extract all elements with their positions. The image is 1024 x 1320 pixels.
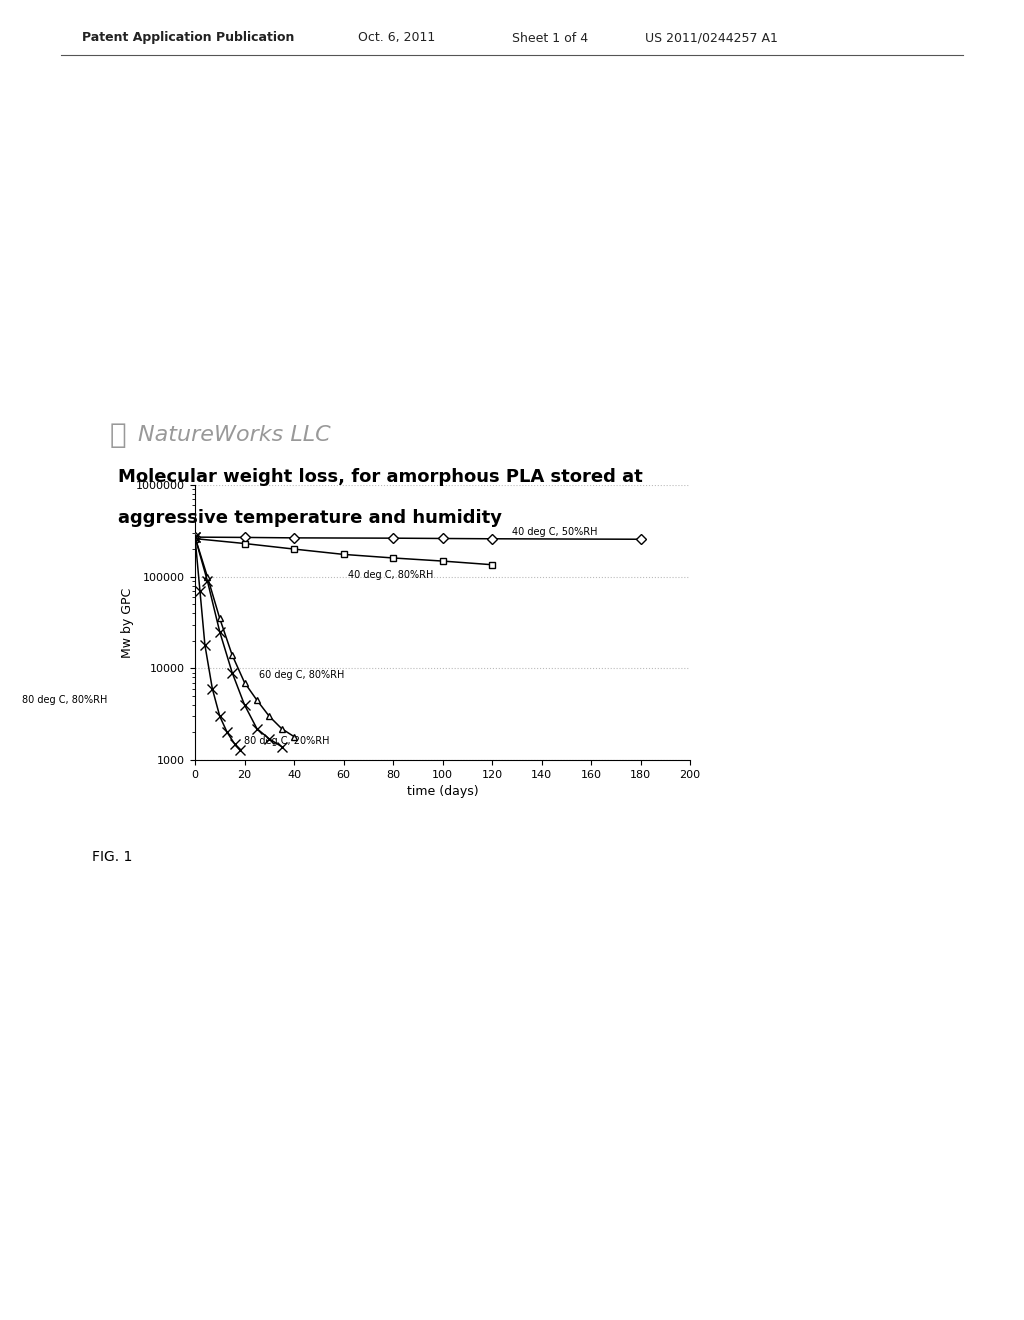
Text: 80 deg C, 80%RH: 80 deg C, 80%RH xyxy=(22,696,108,705)
Text: 40 deg C, 50%RH: 40 deg C, 50%RH xyxy=(512,527,597,537)
Text: Molecular weight loss, for amorphous PLA stored at: Molecular weight loss, for amorphous PLA… xyxy=(118,469,642,486)
Text: Ⓝ: Ⓝ xyxy=(110,421,126,449)
Text: aggressive temperature and humidity: aggressive temperature and humidity xyxy=(118,510,502,527)
Y-axis label: Mw by GPC: Mw by GPC xyxy=(121,587,133,657)
Text: 40 deg C, 80%RH: 40 deg C, 80%RH xyxy=(348,570,434,579)
Text: NatureWorks LLC: NatureWorks LLC xyxy=(138,425,331,445)
Text: Patent Application Publication: Patent Application Publication xyxy=(82,32,294,45)
Text: Oct. 6, 2011: Oct. 6, 2011 xyxy=(358,32,435,45)
Text: 80 deg C, 20%RH: 80 deg C, 20%RH xyxy=(245,737,330,746)
Text: 60 deg C, 80%RH: 60 deg C, 80%RH xyxy=(259,669,345,680)
X-axis label: time (days): time (days) xyxy=(407,785,478,799)
Text: FIG. 1: FIG. 1 xyxy=(92,850,132,865)
Text: Sheet 1 of 4: Sheet 1 of 4 xyxy=(512,32,588,45)
Text: US 2011/0244257 A1: US 2011/0244257 A1 xyxy=(645,32,778,45)
